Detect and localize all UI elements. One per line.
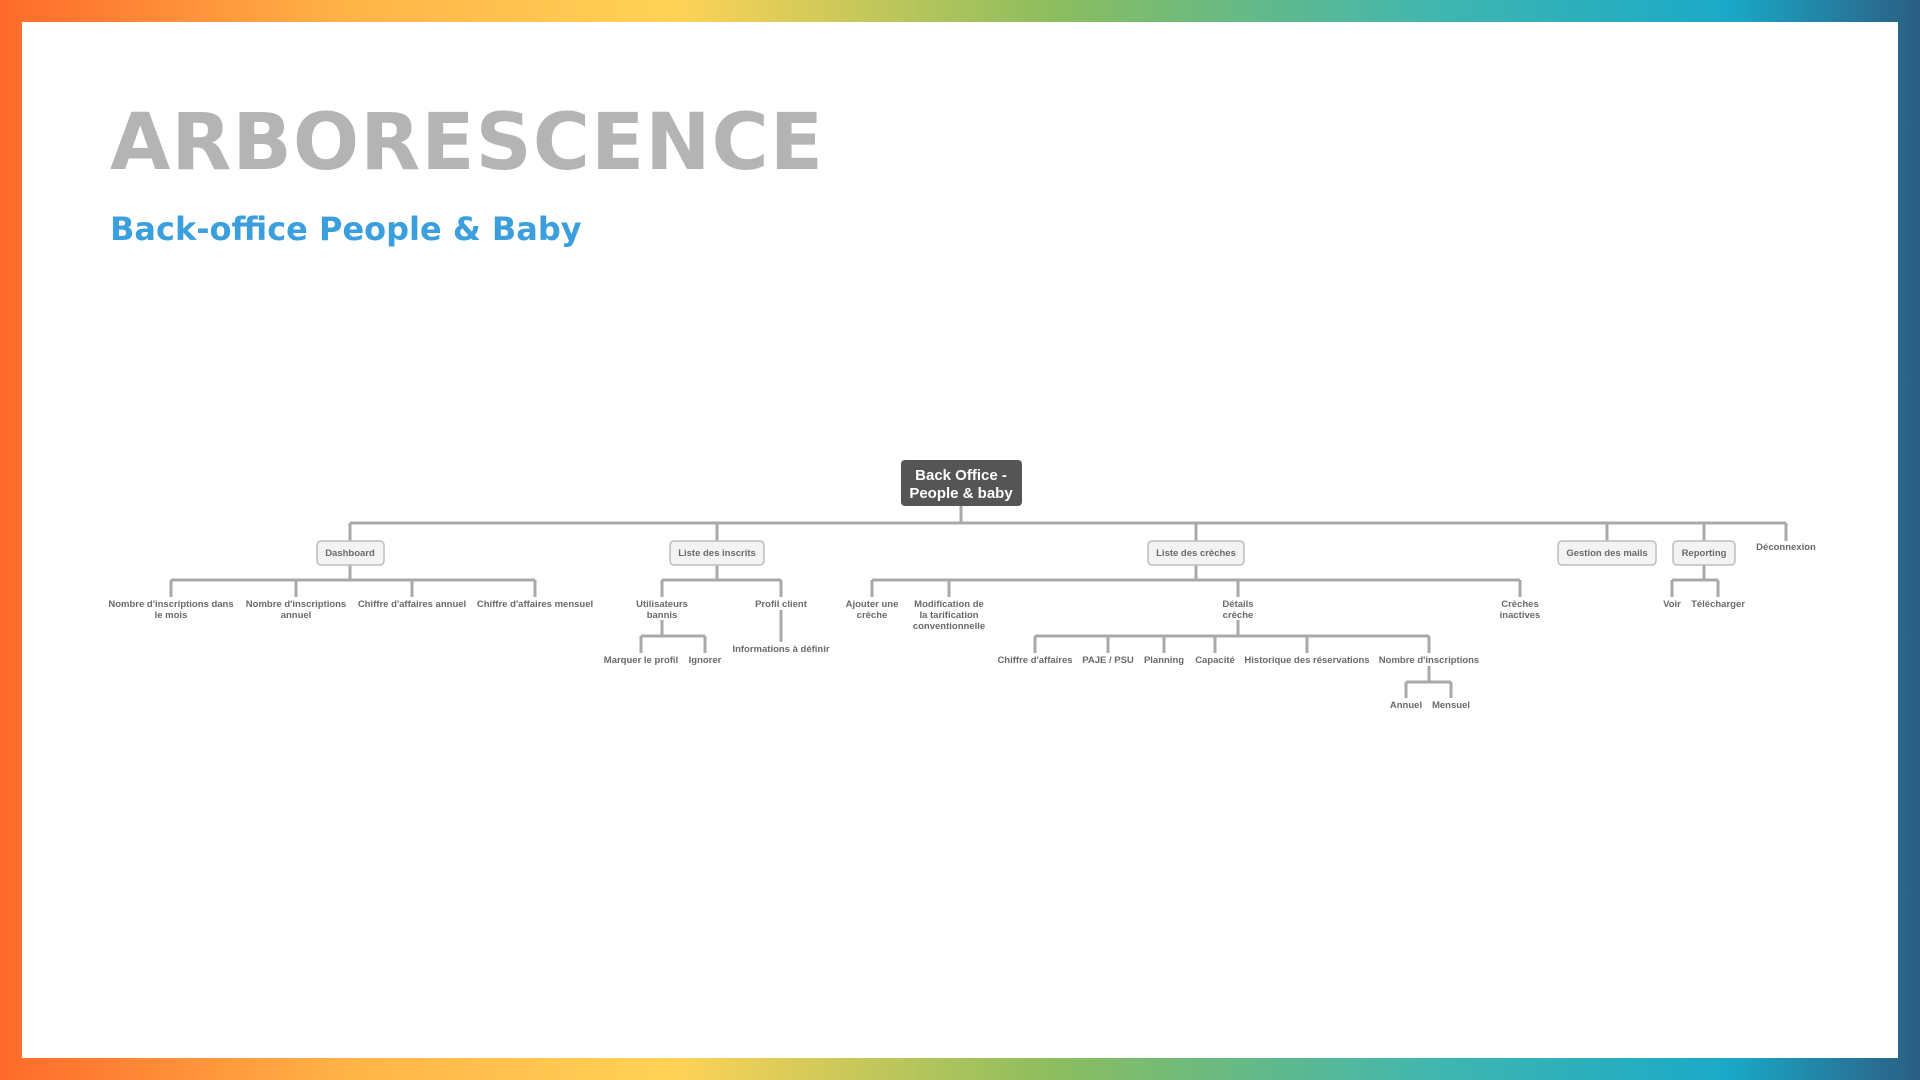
node-utilisateurs-bannis-line-2: bannis xyxy=(647,610,678,621)
node-planning-label: Planning xyxy=(1144,655,1184,666)
node-paje-psu-label: PAJE / PSU xyxy=(1082,655,1134,666)
node-annuel[interactable]: Annuel xyxy=(1390,700,1422,711)
node-liste-inscrits-label: Liste des inscrits xyxy=(678,548,756,559)
node-creches-inactives[interactable]: Crèches inactives xyxy=(1500,599,1541,621)
node-ignorer[interactable]: Ignorer xyxy=(689,655,722,666)
node-marquer-profil-label: Marquer le profil xyxy=(604,655,678,666)
node-modification-tarification-line-1: Modification de xyxy=(914,599,984,610)
node-informations-definir-label: Informations à définir xyxy=(732,644,829,655)
node-inscriptions-annuel-line-1: Nombre d'inscriptions xyxy=(246,599,346,610)
node-reporting-label: Reporting xyxy=(1682,548,1727,559)
node-ca-mensuel-label: Chiffre d'affaires mensuel xyxy=(477,599,593,610)
root-node[interactable]: Back Office - People & baby xyxy=(901,460,1022,506)
node-informations-definir[interactable]: Informations à définir xyxy=(732,644,829,655)
node-utilisateurs-bannis[interactable]: Utilisateurs bannis xyxy=(636,599,688,621)
node-creches-inactives-line-2: inactives xyxy=(1500,610,1541,621)
page-title: ARBORESCENCE xyxy=(110,98,825,188)
node-capacite[interactable]: Capacité xyxy=(1195,655,1235,666)
node-details-creche-line-1: Détails xyxy=(1222,599,1253,610)
node-inscriptions-annuel[interactable]: Nombre d'inscriptions annuel xyxy=(246,599,346,621)
node-planning[interactable]: Planning xyxy=(1144,655,1184,666)
node-mensuel[interactable]: Mensuel xyxy=(1432,700,1470,711)
node-liste-creches[interactable]: Liste des crèches xyxy=(1147,540,1245,566)
node-historique-reservations-label: Historique des réservations xyxy=(1244,655,1369,666)
node-deconnexion-label: Déconnexion xyxy=(1756,542,1816,553)
node-annuel-label: Annuel xyxy=(1390,700,1422,711)
root-label-line-1: Back Office - xyxy=(915,467,1007,484)
node-ignorer-label: Ignorer xyxy=(689,655,722,666)
node-modification-tarification-line-3: conventionnelle xyxy=(913,621,985,632)
node-ajouter-creche[interactable]: Ajouter une crèche xyxy=(846,599,899,621)
slide-canvas xyxy=(22,22,1898,1058)
node-ca-mensuel[interactable]: Chiffre d'affaires mensuel xyxy=(477,599,593,610)
node-profil-client-label: Profil client xyxy=(755,599,808,610)
node-details-creche-line-2: crèche xyxy=(1223,610,1254,621)
node-capacite-label: Capacité xyxy=(1195,655,1235,666)
node-creches-inactives-line-1: Crèches xyxy=(1501,599,1539,610)
node-deconnexion[interactable]: Déconnexion xyxy=(1756,542,1816,553)
node-modification-tarification[interactable]: Modification de la tarification conventi… xyxy=(913,599,985,632)
node-ca-annuel[interactable]: Chiffre d'affaires annuel xyxy=(358,599,466,610)
page-subtitle: Back-office People & Baby xyxy=(110,210,582,248)
node-dashboard[interactable]: Dashboard xyxy=(316,540,385,566)
node-inscriptions-annuel-line-2: annuel xyxy=(281,610,312,621)
root-label-line-2: People & baby xyxy=(909,485,1013,502)
node-historique-reservations[interactable]: Historique des réservations xyxy=(1244,655,1369,666)
node-ajouter-creche-line-2: crèche xyxy=(857,610,888,621)
node-voir[interactable]: Voir xyxy=(1663,599,1681,610)
node-voir-label: Voir xyxy=(1663,599,1681,610)
node-inscriptions-mois-line-2: le mois xyxy=(155,610,188,621)
node-ajouter-creche-line-1: Ajouter une xyxy=(846,599,899,610)
node-chiffre-affaires-label: Chiffre d'affaires xyxy=(997,655,1072,666)
node-dashboard-label: Dashboard xyxy=(325,548,375,559)
node-nombre-inscriptions[interactable]: Nombre d'inscriptions xyxy=(1379,655,1479,666)
node-reporting[interactable]: Reporting xyxy=(1672,540,1736,566)
node-modification-tarification-line-2: la tarification xyxy=(919,610,978,621)
node-gestion-mails-label: Gestion des mails xyxy=(1566,548,1647,559)
connector-lines xyxy=(169,506,1788,698)
node-profil-client[interactable]: Profil client xyxy=(755,599,808,610)
node-telecharger-label: Télécharger xyxy=(1691,599,1745,610)
node-liste-inscrits[interactable]: Liste des inscrits xyxy=(669,540,765,566)
node-utilisateurs-bannis-line-1: Utilisateurs xyxy=(636,599,688,610)
node-liste-creches-label: Liste des crèches xyxy=(1156,548,1236,559)
node-inscriptions-mois[interactable]: Nombre d'inscriptions dans le mois xyxy=(108,599,233,621)
node-gestion-mails[interactable]: Gestion des mails xyxy=(1557,540,1657,566)
node-inscriptions-mois-line-1: Nombre d'inscriptions dans xyxy=(108,599,233,610)
node-ca-annuel-label: Chiffre d'affaires annuel xyxy=(358,599,466,610)
node-telecharger[interactable]: Télécharger xyxy=(1691,599,1745,610)
node-mensuel-label: Mensuel xyxy=(1432,700,1470,711)
node-marquer-profil[interactable]: Marquer le profil xyxy=(604,655,678,666)
node-details-creche[interactable]: Détails crèche xyxy=(1222,599,1253,621)
node-nombre-inscriptions-label: Nombre d'inscriptions xyxy=(1379,655,1479,666)
node-chiffre-affaires[interactable]: Chiffre d'affaires xyxy=(997,655,1072,666)
node-paje-psu[interactable]: PAJE / PSU xyxy=(1082,655,1134,666)
